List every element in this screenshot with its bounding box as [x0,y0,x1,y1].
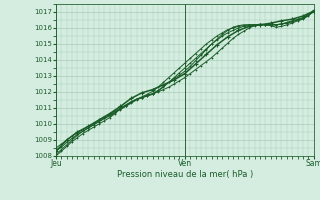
X-axis label: Pression niveau de la mer( hPa ): Pression niveau de la mer( hPa ) [117,170,253,179]
